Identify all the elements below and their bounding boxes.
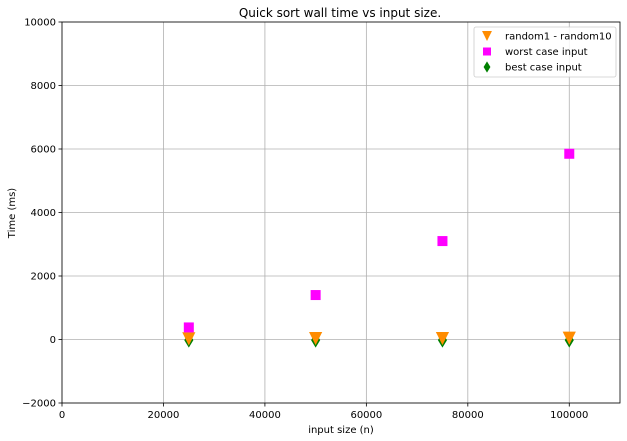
x-tick-label: 40000 [249,410,281,421]
y-tick-label: 6000 [31,145,56,156]
x-tick-label: 0 [59,410,65,421]
legend-marker [482,31,492,41]
x-tick-label: 80000 [452,410,484,421]
chart-title: Quick sort wall time vs input size. [239,6,441,20]
y-axis-title: Time (ms) [7,188,18,240]
x-axis-ticks: 0 20000 40000 60000 80000 100000 [59,403,588,421]
x-tick-label: 60000 [350,410,382,421]
y-tick-label: 2000 [31,272,56,283]
legend-box [473,26,617,78]
y-tick-label: −2000 [22,399,56,410]
plot-area [182,148,576,348]
legend-marker [483,47,491,56]
legend: random1 - random10 worst case input best c… [473,26,617,78]
legend-label: worst case input [505,47,588,58]
x-tick-label: 20000 [148,410,180,421]
y-tick-label: 10000 [24,18,56,29]
data-point [183,322,194,333]
y-tick-label: 8000 [31,81,56,92]
data-point [562,331,576,345]
legend-marker [483,61,491,73]
x-tick-label: 100000 [550,410,588,421]
data-point [437,236,448,247]
grid [61,21,620,404]
legend-label: random1 - random10 [505,32,612,43]
data-point [182,332,196,346]
data-point [309,331,323,346]
y-axis-ticks: −2000 0 2000 4000 6000 8000 10000 [22,18,62,410]
data-point [564,148,575,159]
data-point [435,331,450,346]
y-tick-label: 4000 [31,208,56,219]
legend-label: best case input [505,63,582,74]
x-axis-title: input size (n) [308,425,374,436]
y-tick-label: 0 [50,335,56,346]
data-point [310,290,321,301]
